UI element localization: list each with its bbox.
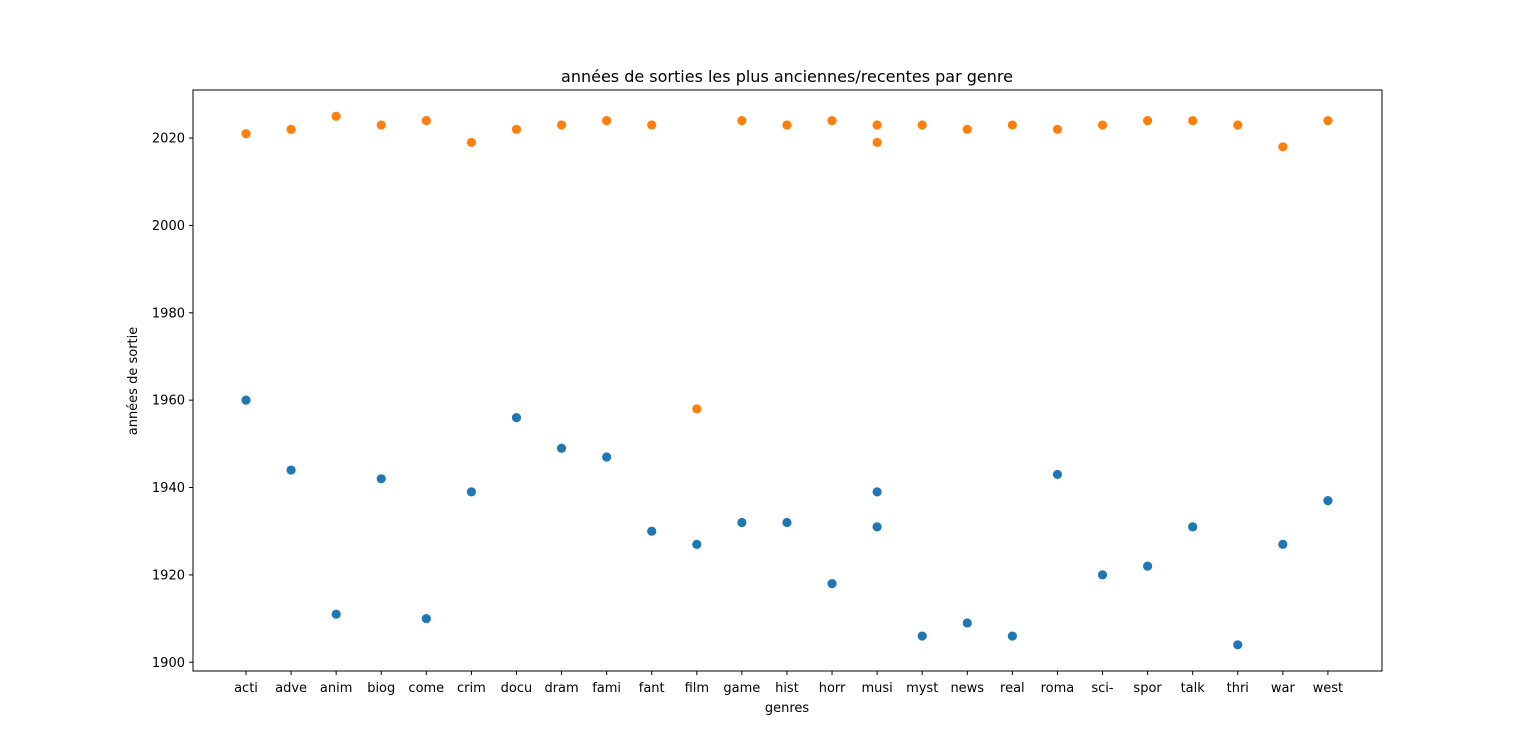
x-tick-label: roma <box>1041 681 1075 696</box>
x-tick-label: dram <box>544 681 578 696</box>
data-point <box>1097 570 1108 580</box>
data-point <box>872 120 882 130</box>
data-point <box>737 517 747 528</box>
y-axis: 1900 1920 1940 1960 1980 2000 2020 <box>152 132 193 671</box>
x-tick-label: myst <box>906 681 938 696</box>
y-tick-label: 1960 <box>152 394 185 409</box>
data-point <box>466 137 476 148</box>
data-point <box>1052 124 1063 134</box>
data-point <box>331 111 341 121</box>
x-tick-label: adve <box>275 681 307 696</box>
data-point <box>1278 539 1288 549</box>
data-point <box>556 443 567 453</box>
plot-area <box>241 111 1333 650</box>
series-1 <box>241 395 1333 650</box>
data-point <box>737 115 747 126</box>
x-tick-label: hist <box>775 681 799 696</box>
x-tick-label: talk <box>1181 681 1206 696</box>
x-tick-label: war <box>1271 681 1296 696</box>
data-point <box>917 631 927 641</box>
y-tick-label: 2000 <box>152 219 185 234</box>
data-point <box>692 404 702 414</box>
y-tick-label: 1900 <box>152 656 185 671</box>
data-point <box>782 120 792 130</box>
data-point <box>376 120 386 130</box>
data-point <box>286 465 296 475</box>
data-point <box>1007 631 1017 641</box>
x-tick-label: docu <box>501 681 533 696</box>
data-point <box>917 120 927 130</box>
y-tick-label: 1920 <box>152 568 185 583</box>
data-point <box>1143 115 1153 126</box>
data-point <box>602 452 612 462</box>
x-tick-label: biog <box>367 681 395 696</box>
data-point <box>1143 561 1153 571</box>
x-tick-label: news <box>950 681 984 696</box>
y-tick-label: 2020 <box>152 132 185 147</box>
data-point <box>421 115 431 126</box>
data-point <box>692 539 702 549</box>
data-point <box>241 395 251 405</box>
data-point <box>782 517 792 528</box>
data-point <box>962 124 972 134</box>
x-axis-label: genres <box>765 701 810 716</box>
data-point <box>1233 640 1243 650</box>
data-point <box>421 613 431 624</box>
data-point <box>1323 496 1333 506</box>
data-point <box>1188 115 1198 126</box>
data-point <box>962 618 972 628</box>
x-tick-label: thri <box>1227 681 1249 696</box>
data-point <box>1188 522 1198 532</box>
data-point <box>872 522 882 532</box>
data-point <box>376 474 386 484</box>
x-tick-label: fami <box>592 681 621 696</box>
data-point <box>466 487 476 497</box>
data-point <box>1323 115 1333 126</box>
x-tick-label: game <box>723 681 760 696</box>
data-point <box>872 137 882 148</box>
x-tick-label: sci- <box>1091 681 1114 696</box>
y-tick-label: 1940 <box>152 481 185 496</box>
data-point <box>647 120 657 130</box>
data-point <box>1097 120 1108 130</box>
x-tick-label: spor <box>1133 681 1162 696</box>
data-point <box>241 129 251 139</box>
data-point <box>1233 120 1243 130</box>
x-axis: acti adve anim biog come crim docu dram fami fant… <box>234 671 1343 696</box>
data-point <box>556 120 567 130</box>
data-point <box>827 115 837 126</box>
x-tick-label: horr <box>819 681 846 696</box>
data-point <box>647 526 657 536</box>
x-tick-label: real <box>1000 681 1025 696</box>
data-point <box>1278 142 1288 152</box>
y-axis-label: années de sortie <box>126 327 141 436</box>
data-point <box>511 124 522 134</box>
data-point <box>1007 120 1017 130</box>
x-tick-label: acti <box>234 681 258 696</box>
x-tick-label: fant <box>639 681 665 696</box>
chart-title: années de sorties les plus anciennes/rec… <box>561 67 1013 86</box>
data-point <box>331 609 341 619</box>
x-tick-label: film <box>685 681 709 696</box>
data-point <box>827 579 837 589</box>
x-tick-label: musi <box>861 681 892 696</box>
data-point <box>872 487 882 497</box>
series-2 <box>241 111 1333 414</box>
data-point <box>511 413 522 423</box>
x-tick-label: west <box>1313 681 1344 696</box>
data-point <box>1052 469 1063 480</box>
y-tick-label: 1980 <box>152 306 185 321</box>
x-tick-label: anim <box>320 681 352 696</box>
x-tick-label: crim <box>457 681 486 696</box>
data-point <box>602 115 612 126</box>
plot-frame <box>192 89 1383 672</box>
x-tick-label: come <box>408 681 444 696</box>
data-point <box>286 124 296 134</box>
